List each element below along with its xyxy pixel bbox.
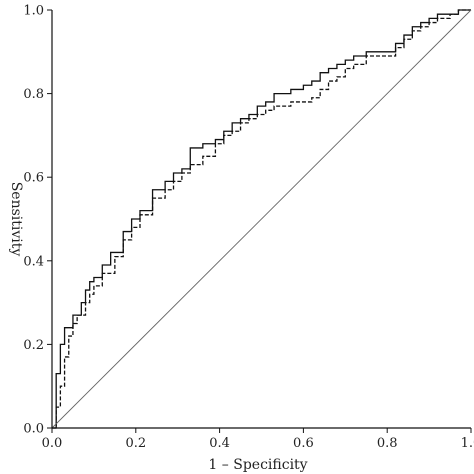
series-line-reference bbox=[51, 9, 472, 429]
y-tick-label: 0.8 bbox=[23, 87, 44, 102]
y-tick-label: 0.0 bbox=[23, 422, 44, 437]
x-tick-label: 0.4 bbox=[209, 436, 230, 451]
x-axis-title: 1 – Specificity bbox=[208, 457, 307, 473]
x-tick-label: 0.2 bbox=[125, 436, 146, 451]
y-tick-label: 0.2 bbox=[23, 338, 44, 353]
y-tick-label: 0.4 bbox=[23, 254, 44, 269]
series-line-solid bbox=[52, 9, 471, 429]
plot-area bbox=[51, 9, 472, 429]
y-tick-label: 0.6 bbox=[23, 171, 44, 186]
x-tick-label: 0.6 bbox=[293, 436, 314, 451]
axes: 0.0 0.2 0.4 0.6 0.8 1.0 0.0 0.2 0.4 0.6 0.8 1.0 bbox=[23, 4, 474, 452]
x-tick-label: 0.8 bbox=[377, 436, 398, 451]
y-axis-title: Sensitivity bbox=[8, 182, 24, 257]
series-line-dashed bbox=[52, 9, 471, 429]
y-tick-label: 1.0 bbox=[23, 4, 44, 19]
x-tick-label: 0.0 bbox=[42, 436, 63, 451]
x-tick-label: 1.0 bbox=[461, 436, 474, 451]
